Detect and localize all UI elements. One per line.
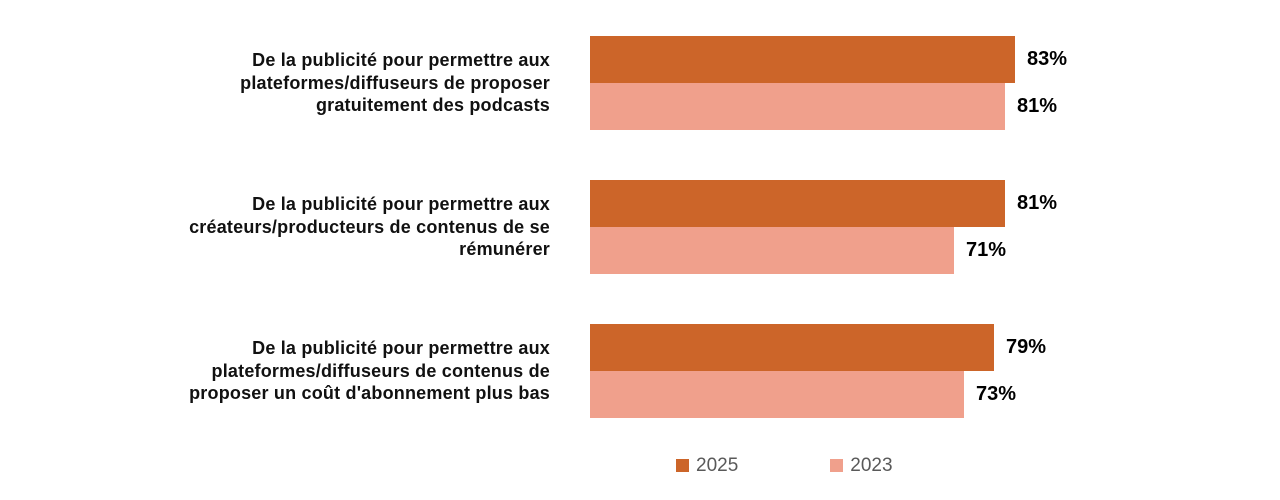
bars-cell: 81% 71% [590, 180, 1057, 274]
bar-2023 [590, 227, 954, 274]
category-label-cell: De la publicité pour permettre aux plate… [0, 324, 550, 418]
category-label: De la publicité pour permettre aux créat… [189, 194, 550, 260]
legend-swatch-2023 [830, 459, 844, 472]
category-label: De la publicité pour permettre aux plate… [189, 338, 550, 404]
value-label-2023: 81% [1017, 95, 1058, 117]
value-label-2025: 81% [1017, 192, 1058, 214]
legend-item-2023: 2023 [830, 455, 893, 476]
bar-2025 [590, 324, 994, 371]
bar-2025 [590, 36, 1015, 83]
legend-item-2025: 2025 [676, 456, 738, 475]
legend-label-2025: 2025 [696, 455, 739, 476]
bar-row-2023: 71% [590, 227, 1057, 274]
value-label-2025: 79% [1006, 336, 1047, 358]
bars-cell: 83% 81% [590, 36, 1067, 130]
bar-group-remuneration-createurs: De la publicité pour permettre aux créat… [0, 180, 1280, 274]
value-label-2025: 83% [1027, 48, 1068, 70]
bar-2025 [590, 180, 1005, 227]
legend-swatch-2025 [676, 459, 689, 472]
bar-group-abonnement-moins-cher: De la publicité pour permettre aux plate… [0, 324, 1280, 418]
category-label: De la publicité pour permettre aux plate… [240, 50, 550, 116]
bars-cell: 79% 73% [590, 324, 1046, 418]
bar-2023 [590, 371, 964, 418]
bar-row-2023: 81% [590, 83, 1067, 130]
value-label-2023: 71% [966, 239, 1007, 261]
legend-label-2023: 2023 [850, 455, 893, 476]
bar-row-2025: 81% [590, 180, 1057, 227]
value-label-2023: 73% [976, 383, 1017, 405]
category-label-cell: De la publicité pour permettre aux créat… [0, 180, 550, 274]
bar-group-podcasts-gratuits: De la publicité pour permettre aux plate… [0, 36, 1280, 130]
bar-row-2025: 79% [590, 324, 1046, 371]
category-label-cell: De la publicité pour permettre aux plate… [0, 36, 550, 130]
bar-row-2025: 83% [590, 36, 1067, 83]
legend: 2025 2023 [676, 456, 893, 475]
bar-row-2023: 73% [590, 371, 1046, 418]
bar-2023 [590, 83, 1005, 130]
